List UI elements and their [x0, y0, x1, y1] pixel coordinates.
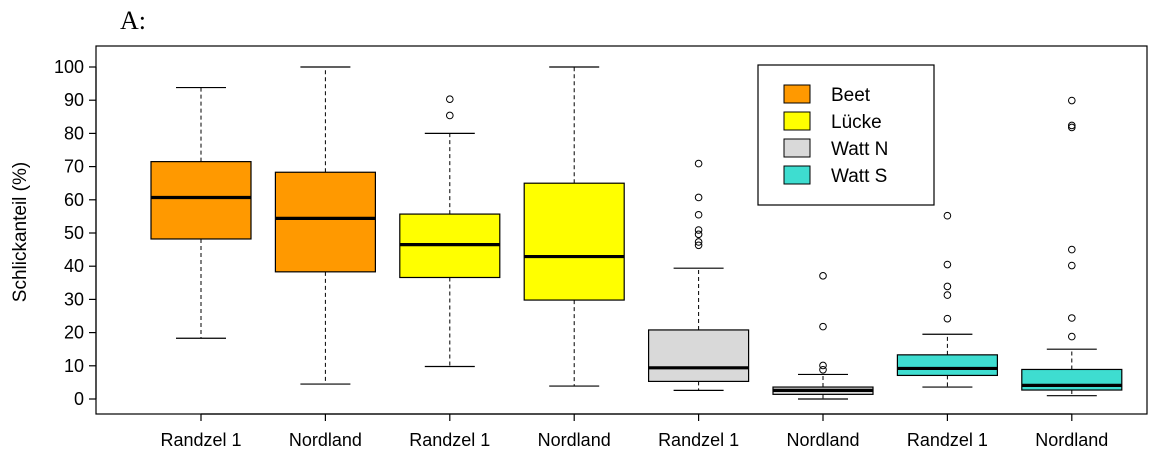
- y-tick-label: 90: [64, 90, 84, 110]
- x-tick-label: Nordland: [786, 430, 859, 450]
- outlier-point: [943, 314, 952, 323]
- box-5: [647, 159, 750, 391]
- y-tick-label: 10: [64, 356, 84, 376]
- y-tick-label: 60: [64, 190, 84, 210]
- legend-item: Watt N: [783, 138, 888, 160]
- y-tick-label: 0: [74, 389, 84, 409]
- outlier-point: [819, 322, 827, 331]
- outlier-point: [694, 241, 703, 250]
- legend-item: Beet: [783, 84, 871, 106]
- x-axis: Randzel 1 Nordland Randzel 1 Nordland Randze…: [160, 413, 1108, 450]
- x-tick-label: Nordland: [538, 430, 611, 450]
- legend-label: Beet: [831, 85, 871, 106]
- legend-item: Lücke: [783, 111, 882, 133]
- legend-label: Watt S: [831, 166, 887, 187]
- legend-item: Watt S: [783, 165, 887, 187]
- outlier-point: [819, 361, 827, 370]
- y-tick-label: 50: [64, 223, 84, 243]
- outlier-point: [694, 238, 703, 246]
- x-tick-label: Nordland: [1035, 430, 1108, 450]
- outlier-point: [694, 193, 703, 202]
- box-2: [274, 66, 376, 385]
- outlier-point: [1068, 245, 1076, 254]
- x-tick-label: Randzel 1: [907, 430, 988, 450]
- box-6: [772, 272, 874, 400]
- y-axis-label: Schlickanteil (%): [10, 162, 31, 302]
- outlier-point: [819, 272, 827, 280]
- y-tick-label: 80: [64, 123, 84, 143]
- outlier-point: [1068, 123, 1076, 132]
- legend-label: Watt N: [831, 139, 888, 160]
- y-tick-label: 30: [64, 289, 84, 309]
- outlier-point: [446, 95, 454, 104]
- outlier-point: [943, 211, 952, 220]
- legend-swatch: [783, 165, 811, 185]
- box-body: [896, 354, 999, 377]
- outlier-point: [694, 226, 703, 234]
- outlier-point: [446, 111, 454, 120]
- box-body: [647, 329, 750, 383]
- outlier-point: [694, 210, 703, 219]
- box-4: [523, 66, 625, 387]
- outlier-point: [943, 282, 952, 291]
- outlier-point: [1068, 332, 1076, 341]
- box-body: [523, 182, 625, 301]
- outlier-point: [943, 260, 952, 269]
- outlier-point: [1068, 96, 1076, 105]
- legend-swatch: [783, 84, 811, 104]
- y-tick-label: 40: [64, 256, 84, 276]
- outlier-point: [1068, 121, 1076, 130]
- x-tick-label: Randzel 1: [160, 430, 241, 450]
- x-tick-label: Nordland: [289, 430, 362, 450]
- box-7: [896, 211, 999, 388]
- y-axis: 0 10 20 30 40 50 60 70 80 90 100: [54, 57, 97, 409]
- box-body: [150, 161, 252, 240]
- outlier-point: [943, 291, 952, 299]
- outlier-point: [1068, 261, 1076, 270]
- panel-label: A:: [120, 6, 146, 35]
- y-tick-label: 20: [64, 323, 84, 343]
- x-tick-label: Randzel 1: [409, 430, 490, 450]
- outlier-point: [1068, 314, 1076, 322]
- box-3: [399, 95, 501, 368]
- outlier-point: [694, 230, 703, 239]
- box-8: [1021, 96, 1123, 397]
- outlier-point: [819, 365, 827, 374]
- legend-swatch: [783, 111, 811, 131]
- x-tick-label: Randzel 1: [658, 430, 739, 450]
- y-tick-label: 100: [54, 57, 84, 77]
- legend-label: Lücke: [831, 112, 882, 133]
- box-body: [274, 171, 376, 273]
- boxes: [150, 66, 1123, 400]
- legend-swatch: [783, 138, 811, 158]
- outlier-point: [694, 159, 703, 168]
- box-1: [150, 86, 252, 339]
- legend: Beet Lücke Watt N Watt S: [757, 64, 935, 206]
- y-tick-label: 70: [64, 157, 84, 177]
